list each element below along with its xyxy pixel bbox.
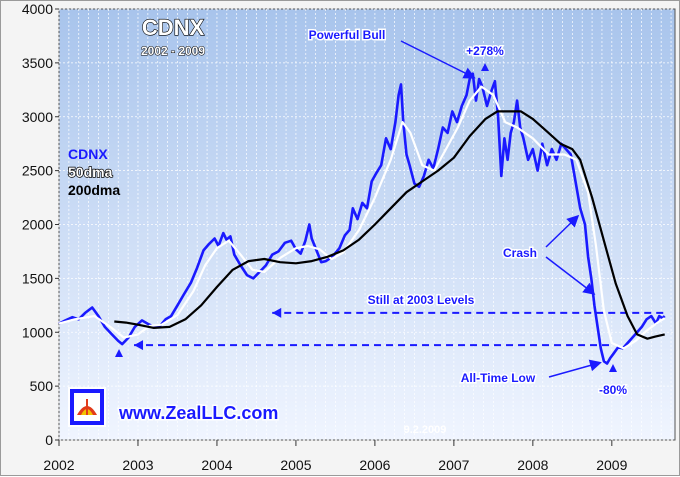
- bull-arrow: [400, 40, 476, 79]
- x-tick-label: 2006: [359, 457, 390, 473]
- series-line-dma200: [114, 110, 665, 340]
- low-2009-marker-icon: [609, 364, 617, 372]
- reference-lines: [134, 307, 668, 351]
- x-tick-label: 2003: [122, 457, 153, 473]
- annotation-powerful-bull: Powerful Bull: [309, 28, 386, 42]
- annotation-plus278: +278%: [466, 44, 504, 58]
- legend-50dma: 50dma: [68, 164, 113, 180]
- annotation-crash: Crash: [503, 246, 537, 260]
- y-tick-label: 3000: [22, 109, 53, 125]
- zeal-logo: [68, 387, 106, 427]
- legend-200dma: 200dma: [68, 182, 120, 198]
- low-arrow: [548, 359, 602, 378]
- y-tick-label: 0: [45, 432, 53, 448]
- annotation-all-time-low: All-Time Low: [461, 371, 536, 385]
- left-arrow-icon: [134, 340, 144, 351]
- annotations: Powerful Bull +278% Crash Still at 2003 …: [115, 27, 629, 399]
- y-tick-label: 2000: [22, 217, 53, 233]
- x-tick-label: 2009: [596, 457, 627, 473]
- y-tick-label: 1000: [22, 324, 53, 340]
- x-tick-label: 2007: [438, 457, 469, 473]
- x-tick-label: 2002: [43, 457, 74, 473]
- left-arrow-icon: [272, 307, 282, 318]
- x-tick-label: 2004: [201, 457, 232, 473]
- x-tick-label: 2008: [517, 457, 548, 473]
- series-lines: [58, 72, 666, 365]
- y-tick-label: 500: [30, 378, 54, 394]
- peak-marker-icon: [481, 63, 489, 71]
- y-tick-label: 3500: [22, 55, 53, 71]
- y-tick-label: 4000: [22, 1, 53, 17]
- x-axis: 2002 2003 2004 2005 2006 2007 2008 2009: [43, 440, 628, 473]
- y-tick-label: 2500: [22, 163, 53, 179]
- annotation-still-2003: Still at 2003 Levels: [368, 293, 475, 307]
- series-line-cdnx: [58, 72, 666, 365]
- annotation-minus80: -80%: [599, 383, 627, 397]
- y-tick-label: 1500: [22, 270, 53, 286]
- chart-title: CDNX: [142, 15, 205, 40]
- crash-arrow-2: [545, 256, 596, 295]
- crash-arrow-1: [545, 214, 580, 248]
- legend: CDNX 50dma 200dma: [67, 146, 120, 198]
- legend-cdnx: CDNX: [68, 146, 108, 162]
- x-tick-label: 2005: [280, 457, 311, 473]
- grid-lines: [58, 8, 675, 441]
- y-axis: 0 500 1000 1500 2000 2500 3000 3500 4000: [22, 1, 59, 448]
- watermark-url: www.ZealLLC.com: [118, 403, 278, 423]
- low-2002-marker-icon: [115, 349, 123, 357]
- series-line-dma50: [58, 85, 666, 350]
- chart-subtitle: 2002 - 2009: [141, 44, 205, 58]
- date-stamp: 9.2.2009: [404, 424, 447, 436]
